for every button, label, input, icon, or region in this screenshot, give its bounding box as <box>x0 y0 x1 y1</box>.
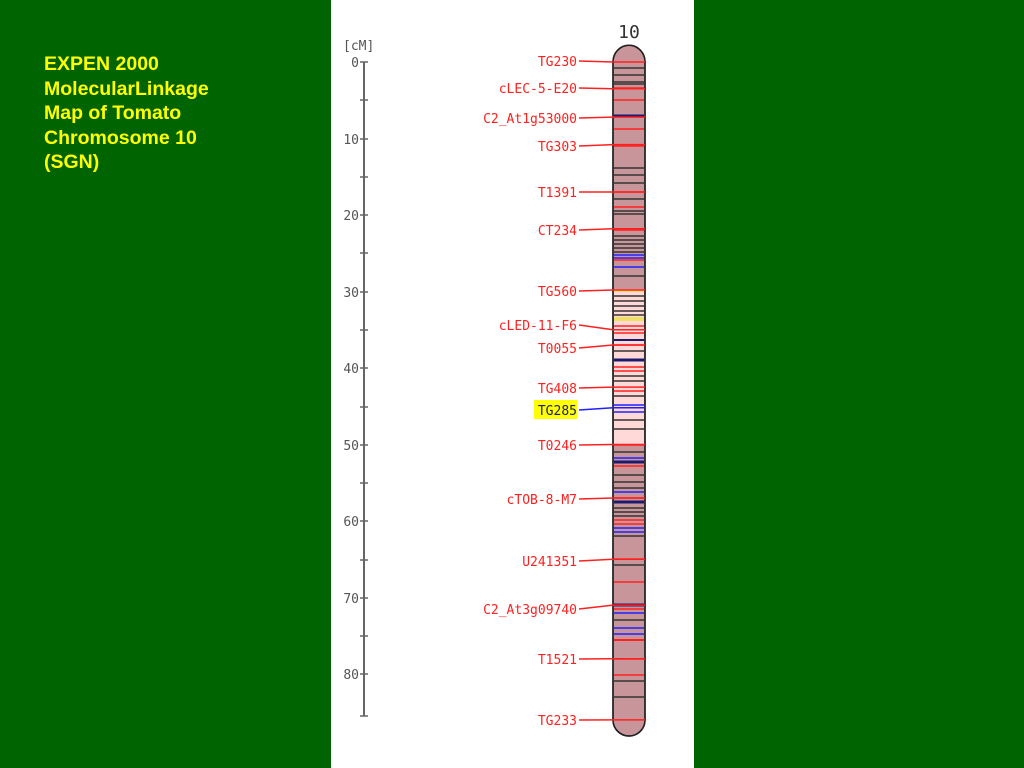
ruler-tick-label: 20 <box>343 209 359 224</box>
title-line-1: EXPEN 2000 <box>44 53 159 75</box>
marker-connector <box>578 386 614 389</box>
marker-connector <box>578 289 614 292</box>
ruler-tick-label: 50 <box>343 439 359 454</box>
marker-label-tg303[interactable]: TG303 <box>538 140 577 155</box>
marker-connector <box>578 87 614 90</box>
marker-label-tg408[interactable]: TG408 <box>538 382 577 397</box>
marker-label-u241351[interactable]: U241351 <box>522 555 577 570</box>
marker-highlight <box>534 400 577 419</box>
marker-label-t1521[interactable]: T1521 <box>538 653 577 668</box>
title-line-3: Map of Tomato <box>44 102 182 124</box>
marker-connector <box>578 60 614 63</box>
marker-connector <box>578 497 614 500</box>
marker-connector <box>578 558 614 562</box>
marker-label-c2_at1g53000[interactable]: C2_At1g53000 <box>483 112 577 127</box>
linkage-map-panel: [cM] 0 10 20 30 40 50 60 70 80 10 TG230 cLEC-5-E20 C2… <box>331 0 694 768</box>
ruler-tick-label: 30 <box>343 286 359 301</box>
chromosome-number: 10 <box>618 22 640 43</box>
title-line-4: Chromosome 10 <box>44 126 197 149</box>
slide-title: EXPEN 2000 MolecularLinkage Map of Tomat… <box>44 52 209 175</box>
marker-label-ct234[interactable]: CT234 <box>538 224 577 239</box>
marker-connector <box>578 443 614 446</box>
marker-connector <box>578 324 614 331</box>
marker-label-ctob-8-m7[interactable]: cTOB-8-M7 <box>507 493 577 508</box>
marker-label-tg560[interactable]: TG560 <box>538 285 577 300</box>
marker-label-tg230[interactable]: TG230 <box>538 55 577 70</box>
marker-connector <box>578 116 614 119</box>
marker-label-t0246[interactable]: T0246 <box>538 439 577 454</box>
marker-label-t1391[interactable]: T1391 <box>538 186 577 201</box>
marker-connector <box>578 344 614 349</box>
title-line-5: (SGN) <box>44 151 100 173</box>
marker-label-tg233[interactable]: TG233 <box>538 714 577 729</box>
ruler-tick-label: 70 <box>343 592 359 607</box>
marker-label-c2_at3g09740[interactable]: C2_At3g09740 <box>483 603 577 618</box>
ruler-tick-label: 60 <box>343 515 359 530</box>
linkage-map: [cM] 0 10 20 30 40 50 60 70 80 10 TG230 cLEC-5-E20 C2… <box>343 22 646 737</box>
marker-label-tg285[interactable]: TG285 <box>538 404 577 419</box>
marker-connector <box>578 228 614 231</box>
ruler-tick-label: 80 <box>343 668 359 683</box>
marker-connector <box>578 143 614 147</box>
marker-label-t0055[interactable]: T0055 <box>538 342 577 357</box>
unit-label: [cM] <box>343 39 374 54</box>
ruler-tick-label: 10 <box>343 133 359 148</box>
ruler-tick-label: 0 <box>351 56 359 71</box>
marker-label-clec-5-e20[interactable]: cLEC-5-E20 <box>499 82 577 97</box>
marker-connector <box>578 604 614 610</box>
marker-connector <box>578 407 614 411</box>
marker-label-cled-11-f6[interactable]: cLED-11-F6 <box>499 319 577 334</box>
title-line-2: MolecularLinkage <box>44 77 209 100</box>
ruler-tick-label: 40 <box>343 362 359 377</box>
